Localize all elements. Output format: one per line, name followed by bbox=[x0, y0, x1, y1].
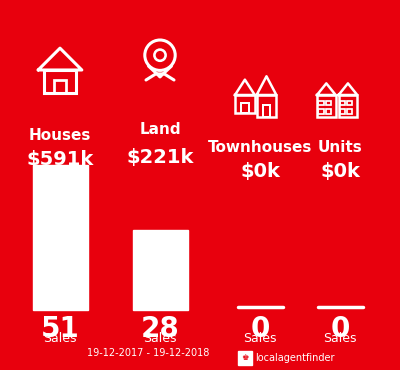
Text: Houses: Houses bbox=[29, 128, 91, 143]
Text: Sales: Sales bbox=[143, 332, 177, 345]
Text: Land: Land bbox=[139, 122, 181, 137]
Bar bbox=[54, 80, 66, 93]
Text: localagentfinder: localagentfinder bbox=[255, 353, 334, 363]
Text: Sales: Sales bbox=[323, 332, 357, 345]
Bar bbox=[347, 101, 352, 105]
Bar bbox=[326, 109, 331, 114]
Bar bbox=[340, 101, 345, 105]
Text: 28: 28 bbox=[141, 315, 179, 343]
Bar bbox=[326, 101, 331, 105]
Bar bbox=[241, 103, 249, 113]
Bar bbox=[340, 109, 345, 114]
Bar bbox=[238, 351, 252, 365]
Text: Sales: Sales bbox=[43, 332, 77, 345]
Bar bbox=[235, 95, 255, 113]
Text: $221k: $221k bbox=[126, 148, 194, 167]
Text: Units: Units bbox=[318, 140, 362, 155]
Text: Sales: Sales bbox=[243, 332, 277, 345]
Bar bbox=[317, 95, 336, 117]
Text: $0k: $0k bbox=[320, 162, 360, 181]
Bar bbox=[338, 95, 357, 117]
Bar bbox=[256, 95, 276, 117]
Text: 0: 0 bbox=[250, 315, 270, 343]
Text: $0k: $0k bbox=[240, 162, 280, 181]
Bar bbox=[263, 105, 270, 117]
Text: Townhouses: Townhouses bbox=[208, 140, 312, 155]
Text: 0: 0 bbox=[330, 315, 350, 343]
Text: ♚: ♚ bbox=[241, 353, 249, 363]
Bar bbox=[32, 165, 88, 310]
Bar bbox=[318, 109, 324, 114]
Bar bbox=[347, 109, 352, 114]
Text: 19-12-2017 - 19-12-2018: 19-12-2017 - 19-12-2018 bbox=[87, 348, 209, 358]
Text: $591k: $591k bbox=[26, 150, 94, 169]
Text: 51: 51 bbox=[41, 315, 79, 343]
Bar bbox=[318, 101, 324, 105]
Bar bbox=[44, 70, 76, 93]
Bar bbox=[132, 231, 188, 310]
